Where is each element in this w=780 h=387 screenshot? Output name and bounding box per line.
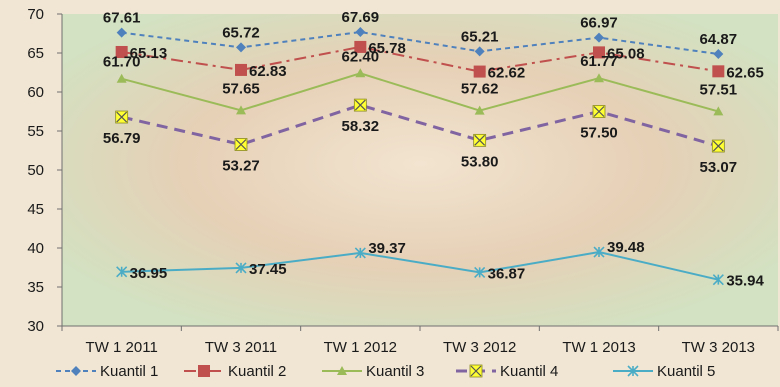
data-point xyxy=(713,49,724,60)
legend-item: Kuantil 5 xyxy=(613,363,715,380)
data-point xyxy=(115,110,129,124)
data-point xyxy=(474,105,485,115)
legend-marker xyxy=(71,366,81,376)
data-label: 62.40 xyxy=(342,48,380,65)
data-label: 62.62 xyxy=(488,65,526,82)
data-point xyxy=(712,65,725,78)
series-line xyxy=(121,72,719,113)
legend-label: Kuantil 3 xyxy=(366,363,424,380)
x-tick-label: TW 1 2011 xyxy=(86,339,158,356)
y-tick-label: 50 xyxy=(27,162,44,179)
data-label: 61.77 xyxy=(580,53,618,70)
x-tick-label: TW 1 2012 xyxy=(324,339,397,356)
data-label: 62.65 xyxy=(726,64,764,81)
y-tick-label: 40 xyxy=(27,240,44,257)
legend-item: Kuantil 3 xyxy=(322,363,424,380)
data-label: 67.69 xyxy=(342,9,380,26)
legend-marker xyxy=(627,365,639,377)
data-point xyxy=(593,46,605,59)
legend-label: Kuantil 1 xyxy=(100,363,158,380)
data-label: 65.78 xyxy=(368,40,406,57)
y-tick-label: 35 xyxy=(27,279,44,296)
data-label: 62.83 xyxy=(249,63,287,80)
data-point xyxy=(473,65,486,78)
data-point xyxy=(234,138,248,151)
legend-marker xyxy=(337,366,347,375)
data-point xyxy=(354,40,367,53)
data-label: 56.79 xyxy=(103,130,141,147)
data-label: 61.70 xyxy=(103,54,141,71)
x-tick-label: TW 1 2013 xyxy=(562,339,635,356)
data-point xyxy=(594,73,604,83)
legend-label: Kuantil 5 xyxy=(657,363,715,380)
data-label: 39.37 xyxy=(368,240,406,257)
data-label: 37.45 xyxy=(249,261,287,278)
data-point xyxy=(235,63,247,76)
data-point xyxy=(116,27,127,38)
y-tick-label: 60 xyxy=(27,84,44,101)
y-tick-label: 45 xyxy=(27,201,44,218)
data-point xyxy=(355,68,366,78)
data-point xyxy=(116,73,127,83)
y-tick-label: 70 xyxy=(27,6,44,23)
series-line xyxy=(121,103,719,148)
legend-marker xyxy=(469,364,483,378)
data-label: 64.87 xyxy=(700,31,738,48)
data-point xyxy=(354,247,366,259)
data-label: 58.32 xyxy=(342,118,380,135)
data-point xyxy=(593,246,605,258)
data-label: 65.72 xyxy=(222,24,260,41)
y-tick-label: 55 xyxy=(27,123,44,140)
data-label: 57.50 xyxy=(580,125,618,142)
x-tick-label: TW 3 2011 xyxy=(205,339,277,356)
data-point xyxy=(473,133,487,147)
data-point xyxy=(116,266,128,278)
data-label: 65.13 xyxy=(130,45,168,62)
data-label: 65.21 xyxy=(461,28,499,45)
data-point xyxy=(355,27,366,38)
data-point xyxy=(713,106,724,116)
series-line xyxy=(121,251,719,281)
data-point xyxy=(592,105,606,118)
data-point xyxy=(594,32,604,43)
y-tick-label: 65 xyxy=(27,45,44,62)
series-line xyxy=(121,31,719,56)
data-label: 53.80 xyxy=(461,153,499,170)
legend-item: Kuantil 4 xyxy=(456,363,558,380)
legend-label: Kuantil 2 xyxy=(228,363,286,380)
legend-marker xyxy=(198,365,210,377)
x-tick-label: TW 3 2013 xyxy=(682,339,755,356)
data-label: 66.97 xyxy=(580,15,618,32)
data-label: 35.94 xyxy=(726,273,764,290)
data-point xyxy=(236,42,246,53)
x-tick-label: TW 3 2012 xyxy=(443,339,516,356)
data-point xyxy=(353,98,367,112)
series-line xyxy=(121,45,719,73)
data-point xyxy=(235,262,247,274)
data-point xyxy=(712,274,724,286)
data-label: 36.95 xyxy=(130,265,168,282)
legend-item: Kuantil 2 xyxy=(184,363,286,380)
data-point xyxy=(711,139,725,153)
data-point xyxy=(115,45,128,58)
data-label: 53.27 xyxy=(222,157,260,174)
y-tick-label: 30 xyxy=(27,318,44,335)
data-point xyxy=(474,266,486,278)
data-label: 65.08 xyxy=(607,45,645,62)
legend-label: Kuantil 4 xyxy=(500,363,558,380)
plot-background xyxy=(62,14,778,326)
data-point xyxy=(236,105,246,115)
data-label: 57.62 xyxy=(461,81,499,98)
legend-item: Kuantil 1 xyxy=(56,363,158,380)
data-label: 36.87 xyxy=(488,265,526,282)
data-label: 67.61 xyxy=(103,10,141,27)
data-label: 57.65 xyxy=(222,80,260,97)
data-label: 39.48 xyxy=(607,239,645,256)
data-label: 53.07 xyxy=(700,159,738,176)
data-label: 57.51 xyxy=(700,81,738,98)
data-point xyxy=(474,46,485,57)
